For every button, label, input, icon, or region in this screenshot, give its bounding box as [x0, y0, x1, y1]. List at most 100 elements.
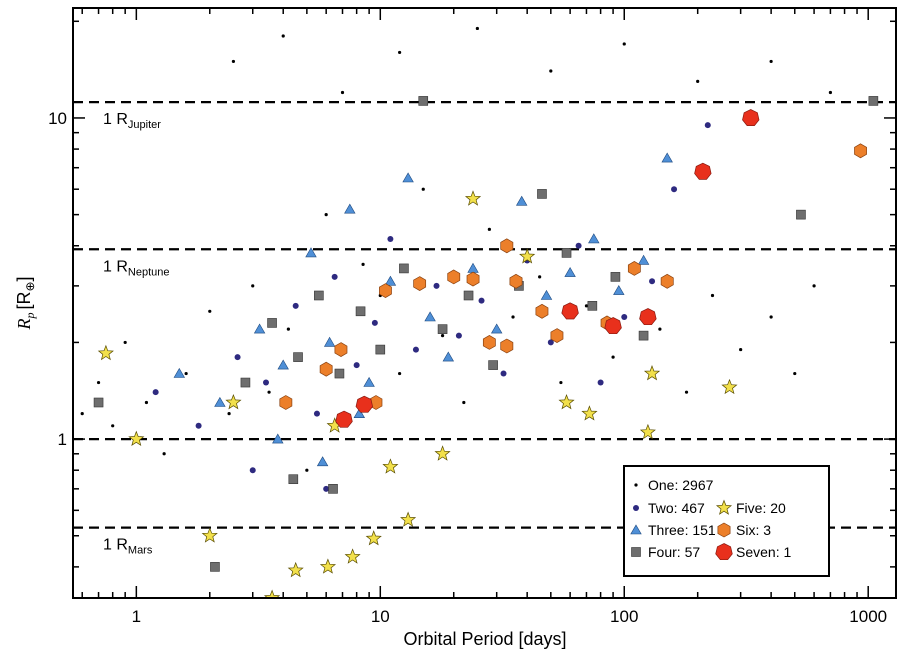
data-point: [402, 172, 414, 183]
legend-item: Six: 3: [717, 522, 771, 538]
data-point: [162, 452, 166, 456]
data-point: [597, 379, 604, 386]
data-point: [267, 318, 277, 328]
data-point: [412, 346, 419, 353]
data-point: [328, 484, 338, 494]
data-point: [286, 327, 290, 331]
legend-label: Six: 3: [736, 522, 771, 538]
data-point: [433, 282, 440, 289]
data-point: [769, 59, 773, 64]
data-point: [610, 272, 621, 282]
data-point: [234, 354, 241, 361]
legend-marker: [715, 499, 733, 515]
data-point: [684, 390, 689, 394]
data-point: [627, 260, 641, 276]
legend-item: One: 2967: [634, 477, 714, 493]
data-point: [208, 309, 212, 313]
series-star: [97, 190, 738, 598]
data-point: [331, 273, 338, 280]
data-point: [467, 262, 479, 273]
y-axis-unit-close: ]: [14, 276, 34, 281]
legend-marker: [630, 524, 642, 535]
data-point: [464, 190, 482, 206]
data-point: [488, 360, 498, 370]
data-point: [253, 323, 266, 334]
reference-line-label-sub: Jupiter: [128, 119, 161, 131]
data-point: [455, 332, 462, 339]
data-point: [538, 275, 542, 279]
data-point: [434, 445, 451, 461]
data-point: [387, 235, 394, 242]
data-point: [742, 109, 760, 126]
data-point: [558, 394, 575, 410]
data-point: [500, 238, 514, 254]
axis-ticks: 1 10 100 1000 1 10: [48, 8, 896, 626]
data-point: [868, 96, 879, 106]
data-point: [769, 315, 773, 319]
reference-line-label: 1 RJupiter: [103, 111, 161, 131]
data-point: [353, 362, 360, 369]
data-points: [80, 26, 879, 598]
data-point: [519, 248, 536, 264]
data-point: [475, 26, 479, 31]
data-point: [399, 263, 409, 274]
data-point: [201, 527, 218, 543]
x-tick-label: 1000: [849, 607, 887, 626]
data-point: [371, 319, 378, 326]
data-point: [643, 364, 661, 381]
data-point: [144, 400, 149, 405]
data-point: [231, 59, 236, 64]
y-axis-unit-sub: ⊕: [23, 281, 37, 291]
series-circle: [152, 122, 711, 492]
data-point: [549, 69, 553, 73]
data-point: [490, 323, 503, 334]
y-tick-label: 10: [48, 109, 67, 128]
data-point: [462, 400, 466, 405]
data-point: [478, 297, 485, 304]
data-point: [796, 209, 806, 220]
data-point: [365, 530, 382, 546]
data-point: [437, 324, 448, 334]
legend-label: One: 2967: [648, 477, 714, 493]
data-point: [398, 371, 402, 376]
data-point: [262, 379, 269, 386]
data-point: [500, 370, 507, 377]
data-point: [694, 162, 712, 180]
reference-line-label-sub: Neptune: [128, 266, 170, 278]
reference-line-label-main: 1 R: [103, 111, 128, 128]
data-point: [500, 338, 514, 354]
data-point: [721, 378, 738, 395]
data-point: [482, 334, 496, 350]
reference-line-label: 1 RMars: [103, 537, 153, 557]
data-point: [535, 303, 549, 319]
data-point: [547, 339, 554, 346]
data-point: [96, 380, 101, 385]
reference-line-label-main: 1 R: [103, 537, 128, 554]
data-point: [361, 262, 365, 266]
reference-lines: [73, 101, 896, 529]
data-point: [111, 424, 115, 428]
data-point: [812, 284, 816, 288]
data-point: [267, 390, 271, 394]
data-point: [511, 315, 515, 319]
data-point: [173, 367, 186, 378]
data-point: [400, 511, 417, 527]
x-tick-label: 1: [132, 607, 141, 626]
data-point: [210, 562, 220, 572]
legend-item: Three: 151: [630, 522, 716, 538]
data-point: [93, 397, 104, 408]
data-point: [225, 394, 242, 410]
data-point: [463, 290, 474, 301]
legend-item: Four: 57: [631, 544, 700, 560]
data-point: [123, 340, 127, 345]
data-point: [344, 548, 361, 564]
data-point: [637, 254, 650, 265]
data-point: [287, 561, 304, 578]
x-tick-label: 100: [610, 607, 638, 626]
data-point: [638, 330, 649, 341]
y-axis-title: Rp [R⊕]: [14, 276, 37, 330]
data-point: [584, 304, 589, 308]
data-point: [671, 186, 678, 193]
data-point: [550, 328, 564, 344]
